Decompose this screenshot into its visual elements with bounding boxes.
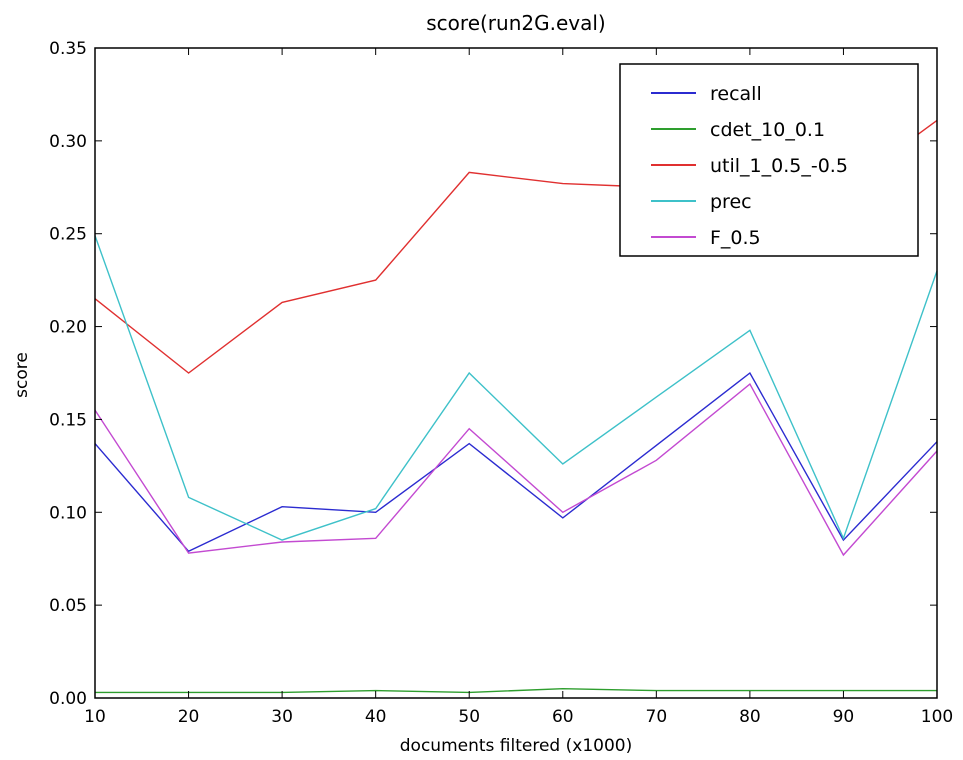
series-line-cdet-10-0-1	[95, 687, 937, 694]
x-tick-label: 80	[739, 707, 761, 727]
chart-title: score(run2G.eval)	[426, 11, 605, 35]
series-line-f-0-5	[94, 383, 938, 557]
y-tick-label: 0.20	[49, 318, 87, 338]
y-tick-label: 0.05	[49, 596, 87, 616]
y-axis-label: score	[12, 352, 32, 398]
y-tick-label: 0.25	[49, 225, 87, 245]
tick-layer: 10 20 30 40 50 60 70 80 90 100 0.00 0.05 0.10 0.15 0.2…	[49, 39, 953, 727]
y-tick-label: 0.00	[49, 689, 87, 709]
legend-label: util_1_0.5_-0.5	[710, 155, 848, 177]
x-tick-label: 60	[552, 707, 574, 727]
x-tick-label: 10	[84, 707, 106, 727]
y-tick-label: 0.30	[49, 132, 87, 152]
y-tick-label: 0.35	[49, 39, 87, 59]
series-line-prec	[94, 235, 938, 541]
plot-frame	[94, 47, 938, 699]
x-tick-label: 30	[271, 707, 293, 727]
x-tick-label: 20	[178, 707, 200, 727]
x-tick-label: 100	[921, 707, 953, 727]
series-line-recall	[94, 371, 938, 553]
series-layer	[94, 119, 938, 694]
x-tick-label: 40	[365, 707, 387, 727]
x-tick-label: 50	[458, 707, 480, 727]
x-tick-label: 70	[646, 707, 668, 727]
x-tick-label: 90	[833, 707, 855, 727]
legend-box	[619, 63, 919, 257]
y-tick-label: 0.15	[49, 410, 87, 430]
legend-label: prec	[710, 191, 752, 213]
legend-label: cdet_10_0.1	[710, 119, 825, 141]
legend-label: recall	[710, 83, 762, 105]
legend-label: F_0.5	[710, 227, 761, 249]
x-axis-label: documents filtered (x1000)	[400, 736, 632, 756]
y-tick-label: 0.10	[49, 503, 87, 523]
